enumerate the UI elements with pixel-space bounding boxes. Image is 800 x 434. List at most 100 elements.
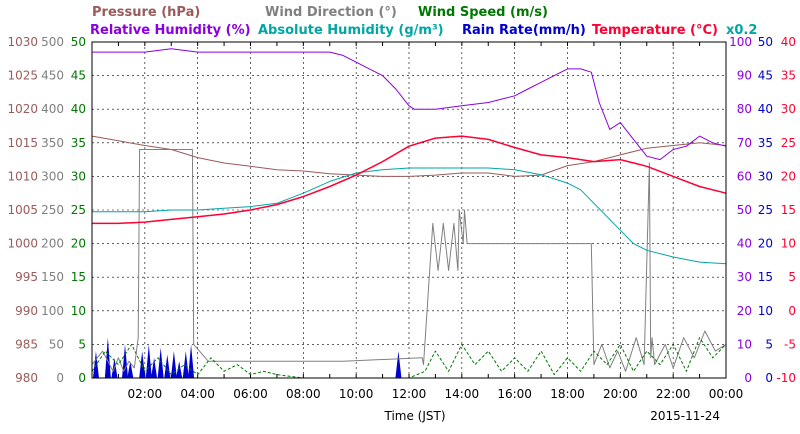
title-rel_hum: Relative Humidity (%) (90, 23, 251, 38)
x-tick-label: 18:00 (550, 387, 585, 401)
plot-area (91, 48, 727, 379)
y-tick-wind_speed: 0 (78, 371, 86, 385)
y-tick-wind_speed: 25 (71, 203, 86, 217)
y-tick-wind_dir: 450 (41, 69, 64, 83)
x-tick-label: 22:00 (656, 387, 691, 401)
y-tick-pressure: 1020 (7, 102, 38, 116)
title-wind_dir: Wind Direction (°) (265, 5, 397, 20)
title-wind_speed: Wind Speed (m/s) (418, 5, 548, 20)
y-tick-temp: 25 (781, 136, 796, 150)
x-tick-label: 10:00 (339, 387, 374, 401)
y-tick-rain: 45 (758, 69, 773, 83)
x-tick-label: 12:00 (392, 387, 427, 401)
rain-bar (164, 354, 171, 378)
chart-titles: Pressure (hPa) Wind Direction (°) Wind Spe… (90, 5, 757, 38)
y-tick-pressure: 1000 (7, 237, 38, 251)
y-tick-temp: 5 (788, 270, 796, 284)
y-tick-temp: 35 (781, 69, 796, 83)
x-tick-label: 08:00 (286, 387, 321, 401)
y-tick-rain: 50 (758, 35, 773, 49)
title-temp: Temperature (°C) (592, 23, 718, 38)
y-tick-temp: 40 (781, 35, 796, 49)
y-tick-wind_dir: 50 (49, 337, 64, 351)
y-tick-rel_hum: 50 (737, 203, 752, 217)
rain-bar (139, 351, 146, 378)
x-tick-label: 16:00 (497, 387, 532, 401)
series-rel_hum (92, 48, 727, 161)
y-tick-wind_dir: 300 (41, 169, 64, 183)
y-tick-wind_dir: 200 (41, 237, 64, 251)
x-tick-label: 20:00 (603, 387, 638, 401)
y-tick-wind_dir: 400 (41, 102, 64, 116)
rain-bar (182, 351, 189, 378)
y-tick-wind_speed: 10 (71, 304, 86, 318)
rain-bar (176, 361, 183, 378)
rain-bar (170, 351, 177, 378)
y-tick-wind_speed: 15 (71, 270, 86, 284)
y-tick-wind_speed: 5 (78, 337, 86, 351)
y-tick-temp: 0 (788, 304, 796, 318)
y-tick-rel_hum: 60 (737, 169, 752, 183)
y-tick-wind_dir: 100 (41, 304, 64, 318)
rain-bar (104, 337, 111, 378)
series-wind_dir (91, 149, 727, 372)
rain-bar (151, 357, 158, 378)
y-tick-pressure: 1010 (7, 169, 38, 183)
y-tick-temp: 10 (781, 237, 796, 251)
rain-bar (395, 351, 402, 378)
y-tick-wind_speed: 40 (71, 102, 86, 116)
x-tick-label: 02:00 (128, 387, 163, 401)
y-tick-pressure: 990 (15, 304, 38, 318)
left-axes: 9809859909951000100510101015102010251030… (7, 35, 86, 385)
rain-bar (145, 344, 152, 378)
series-abs_hum (92, 167, 727, 265)
y-tick-wind_speed: 20 (71, 237, 86, 251)
rain-bar (157, 347, 164, 378)
y-tick-rel_hum: 20 (737, 304, 752, 318)
x-tick-label: 00:00 (709, 387, 744, 401)
y-tick-rel_hum: 70 (737, 136, 752, 150)
y-tick-pressure: 985 (15, 337, 38, 351)
y-tick-temp: 15 (781, 203, 796, 217)
plot-frame (91, 41, 727, 379)
rain-bar (188, 344, 195, 378)
y-tick-wind_dir: 150 (41, 270, 64, 284)
y-tick-rel_hum: 0 (744, 371, 752, 385)
right-axes: 0102030405060708090100051015202530354045… (729, 35, 796, 385)
y-tick-pressure: 1015 (7, 136, 38, 150)
y-tick-pressure: 1025 (7, 69, 38, 83)
y-tick-rel_hum: 30 (737, 270, 752, 284)
y-tick-temp: 30 (781, 102, 796, 116)
y-tick-wind_speed: 35 (71, 136, 86, 150)
title-abs_hum: Absolute Humidity (g/m³) (258, 23, 444, 38)
series-temp (92, 135, 727, 225)
date-label: 2015-11-24 (650, 409, 720, 423)
x-axis: 02:00 04:00 06:00 08:00 10:00 12:00 14:00 16:00… (128, 387, 744, 401)
y-tick-rel_hum: 40 (737, 237, 752, 251)
x-tick-label: 14:00 (445, 387, 480, 401)
y-tick-wind_dir: 250 (41, 203, 64, 217)
y-tick-rain: 10 (758, 304, 773, 318)
y-tick-rel_hum: 80 (737, 102, 752, 116)
y-tick-rain: 35 (758, 136, 773, 150)
y-tick-rain: 25 (758, 203, 773, 217)
y-tick-wind_dir: 350 (41, 136, 64, 150)
x-tick-label: 06:00 (233, 387, 268, 401)
y-tick-pressure: 995 (15, 270, 38, 284)
y-tick-rain: 0 (765, 371, 773, 385)
y-tick-rel_hum: 90 (737, 69, 752, 83)
y-tick-wind_speed: 50 (71, 35, 86, 49)
y-tick-temp: -10 (776, 371, 796, 385)
title-rain: Rain Rate(mm/h) (462, 23, 586, 38)
y-tick-rain: 30 (758, 169, 773, 183)
series-wind_speed (91, 337, 727, 379)
title-pressure: Pressure (hPa) (92, 5, 200, 20)
y-tick-wind_speed: 30 (71, 169, 86, 183)
rain-bar (122, 344, 129, 378)
title-abs_factor: x0.2 (726, 23, 757, 38)
y-tick-rain: 5 (765, 337, 773, 351)
y-tick-rain: 15 (758, 270, 773, 284)
y-tick-rain: 40 (758, 102, 773, 116)
y-tick-temp: -5 (784, 337, 796, 351)
